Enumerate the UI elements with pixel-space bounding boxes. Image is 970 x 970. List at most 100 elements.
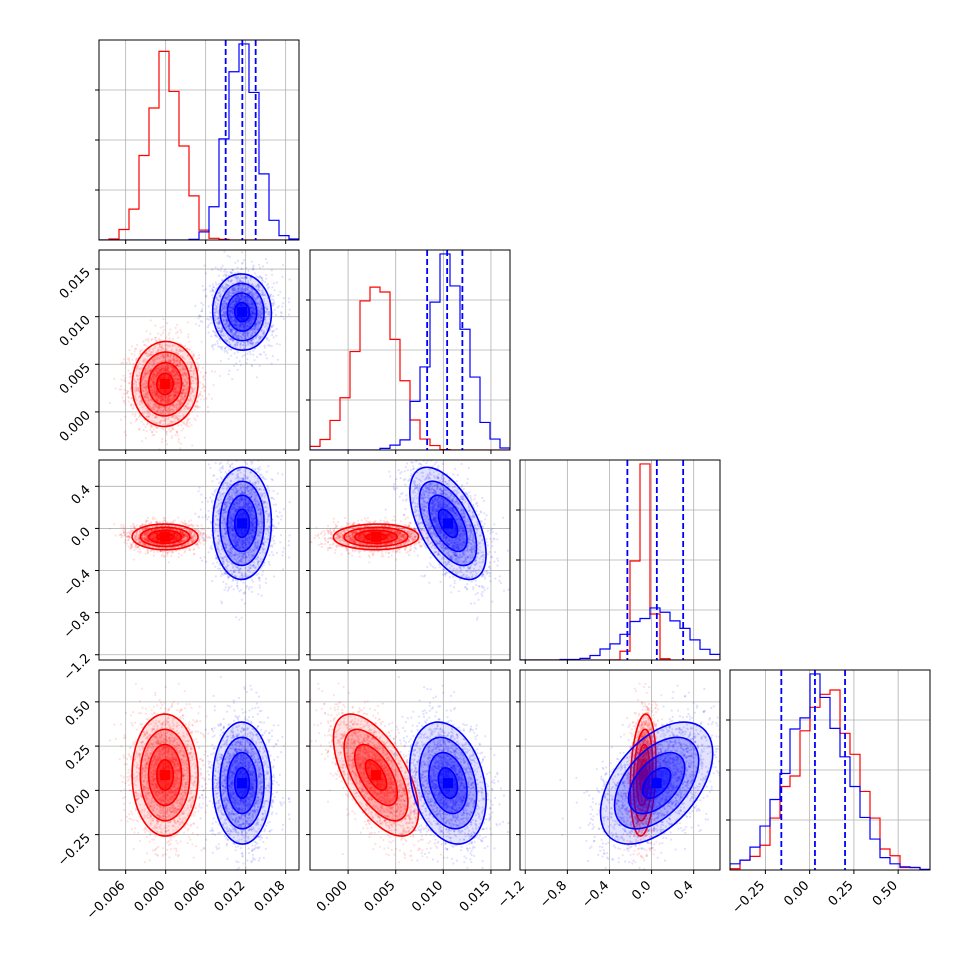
- scatter-point: [176, 399, 179, 402]
- scatter-point: [258, 266, 262, 269]
- scatter-point: [168, 454, 170, 456]
- scatter-point: [166, 368, 169, 372]
- scatter-point: [197, 364, 200, 367]
- scatter-point: [165, 344, 168, 347]
- scatter-point: [161, 412, 164, 415]
- scatter-point: [161, 347, 164, 350]
- scatter-point: [256, 355, 259, 358]
- scatter-point: [166, 398, 169, 402]
- scatter-point: [210, 397, 213, 400]
- scatter-point: [159, 421, 162, 424]
- scatter-point: [271, 286, 274, 289]
- scatter-point: [188, 417, 191, 420]
- scatter-point: [175, 430, 178, 433]
- scatter-point: [273, 308, 276, 311]
- scatter-point: [201, 387, 204, 390]
- scatter-point: [154, 390, 157, 393]
- scatter-point: [172, 414, 176, 417]
- scatter-point: [185, 422, 188, 425]
- scatter-point: [264, 258, 268, 261]
- scatter-point: [176, 379, 179, 382]
- scatter-point: [173, 405, 176, 408]
- scatter-point: [177, 411, 180, 414]
- scatter-point: [138, 414, 141, 417]
- scatter-point: [134, 386, 137, 390]
- scatter-point: [149, 399, 152, 402]
- scatter-point: [179, 364, 182, 367]
- scatter-point: [150, 379, 153, 382]
- scatter-point: [209, 290, 212, 293]
- scatter-point: [140, 367, 143, 370]
- scatter-point: [153, 345, 157, 348]
- scatter-point: [180, 370, 183, 373]
- scatter-point: [153, 373, 156, 376]
- scatter-point: [173, 398, 176, 401]
- scatter-point: [135, 418, 138, 421]
- scatter-point: [187, 333, 190, 336]
- scatter-point: [153, 382, 157, 385]
- scatter-point: [228, 255, 231, 258]
- scatter-point: [155, 404, 158, 407]
- scatter-point: [165, 430, 168, 433]
- y-tick-label: 0.015: [57, 265, 94, 302]
- scatter-point: [151, 409, 155, 412]
- scatter-point: [251, 365, 254, 368]
- scatter-point: [166, 367, 169, 370]
- scatter-point: [198, 354, 201, 357]
- scatter-point: [176, 356, 179, 359]
- scatter-point: [125, 361, 128, 364]
- scatter-point: [167, 394, 170, 397]
- scatter-point: [180, 397, 184, 400]
- scatter-point: [179, 442, 182, 445]
- scatter-point: [157, 358, 160, 361]
- scatter-point: [124, 380, 127, 383]
- scatter-point: [194, 376, 197, 380]
- scatter-point: [217, 268, 220, 271]
- scatter-point: [167, 561, 170, 564]
- scatter-point: [270, 345, 273, 348]
- scatter-point: [140, 348, 144, 351]
- scatter-point: [195, 382, 198, 385]
- scatter-point: [152, 382, 155, 385]
- scatter-point: [174, 360, 177, 363]
- scatter-point: [154, 336, 157, 339]
- scatter-point: [108, 401, 112, 404]
- scatter-point: [196, 404, 199, 407]
- scatter-point: [233, 364, 236, 367]
- scatter-point: [179, 368, 182, 371]
- scatter-point: [119, 418, 123, 421]
- scatter-point: [150, 351, 153, 354]
- scatter-point: [154, 324, 157, 327]
- scatter-point: [156, 392, 160, 395]
- scatter-point: [153, 359, 156, 362]
- scatter-point: [149, 362, 152, 365]
- scatter-point: [209, 316, 212, 319]
- scatter-point: [153, 392, 157, 395]
- scatter-point: [151, 353, 154, 356]
- scatter-point: [177, 363, 180, 366]
- scatter-point: [184, 372, 187, 375]
- scatter-point: [174, 359, 177, 362]
- scatter-point: [168, 358, 171, 361]
- scatter-point: [171, 408, 174, 411]
- scatter-point: [188, 361, 191, 364]
- scatter-point: [265, 338, 268, 341]
- scatter-point: [151, 434, 154, 437]
- scatter-point: [156, 371, 159, 374]
- scatter-point: [132, 382, 135, 386]
- scatter-point: [200, 301, 203, 305]
- scatter-point: [143, 382, 146, 386]
- scatter-point: [153, 550, 156, 554]
- scatter-point: [153, 372, 156, 375]
- scatter-point: [166, 399, 169, 402]
- scatter-point: [173, 394, 176, 397]
- scatter-point: [160, 367, 164, 370]
- scatter-point: [138, 395, 142, 398]
- scatter-point: [175, 349, 178, 352]
- scatter-point: [160, 396, 163, 399]
- scatter-point: [166, 353, 169, 356]
- scatter-point: [155, 422, 158, 425]
- scatter-point: [162, 396, 165, 399]
- scatter-point: [178, 387, 181, 390]
- scatter-point: [176, 378, 180, 381]
